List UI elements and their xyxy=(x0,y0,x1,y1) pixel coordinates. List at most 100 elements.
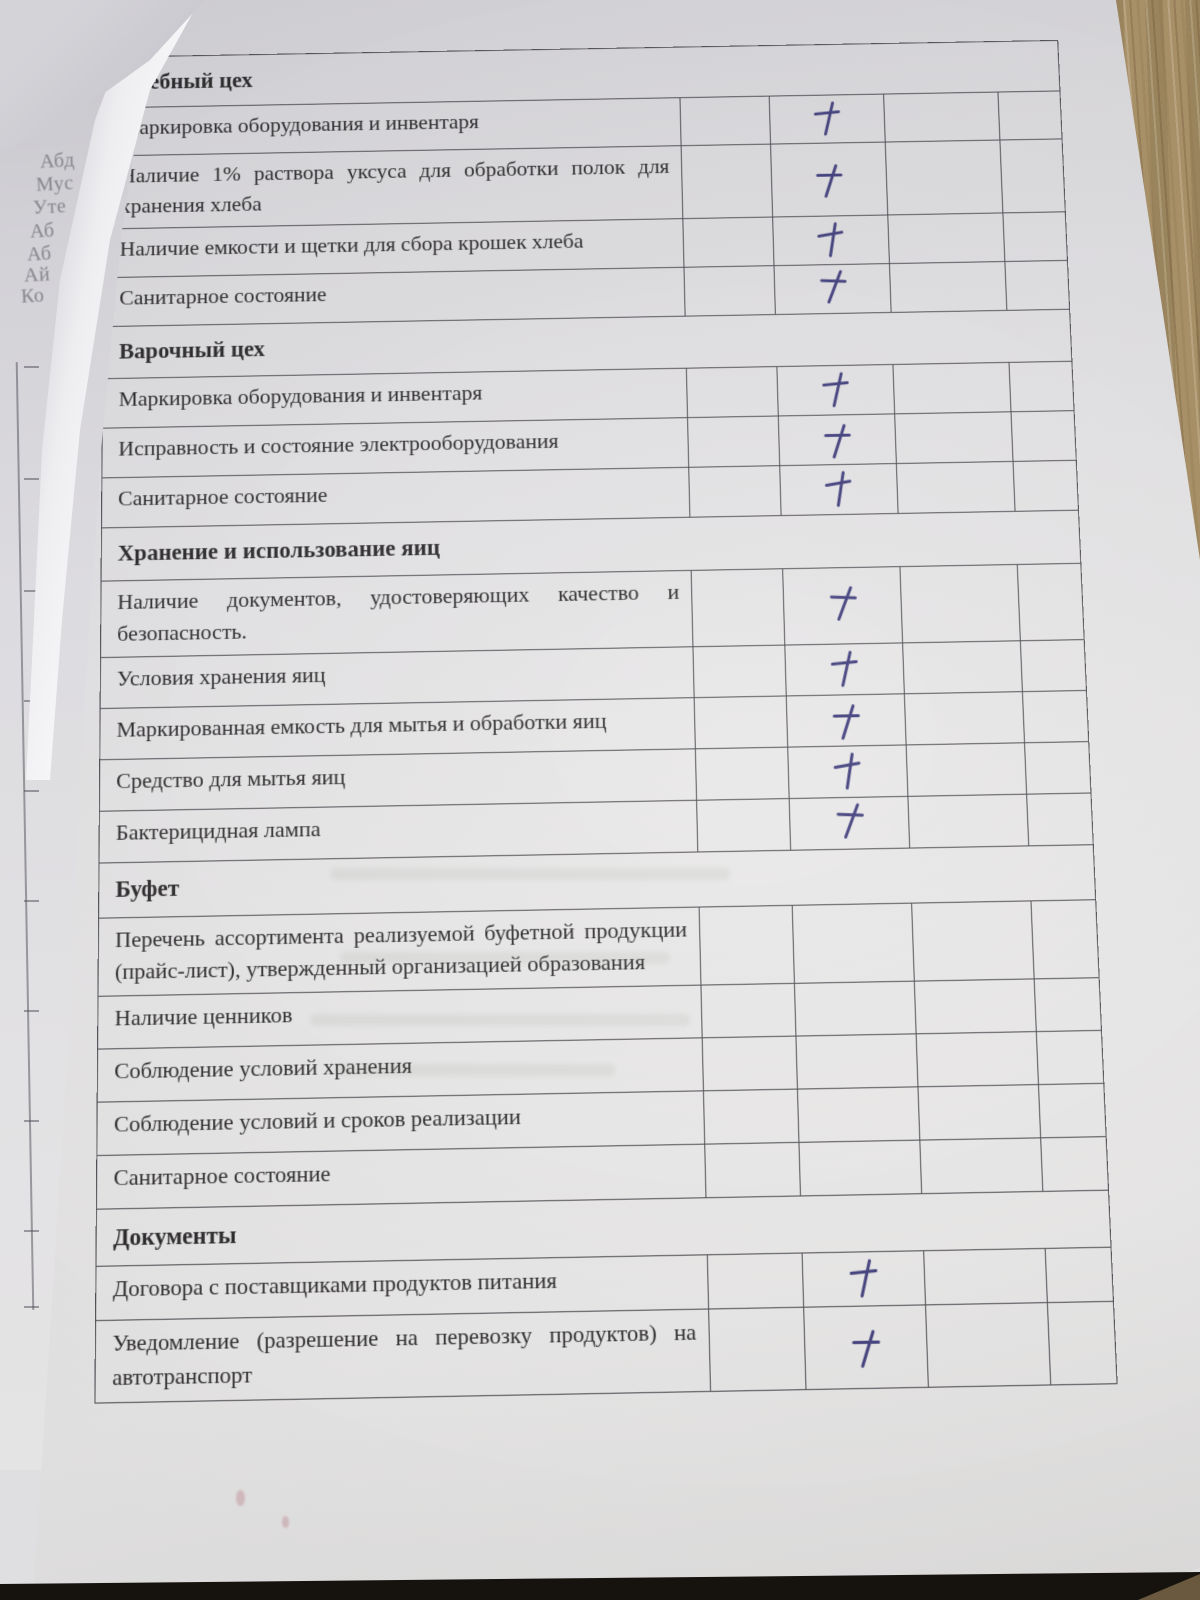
underlying-table-row-line xyxy=(24,790,39,792)
row-label: Наличие 1% раствора уксуса для обработки… xyxy=(104,146,682,228)
empty-cell xyxy=(1004,261,1069,310)
empty-cell xyxy=(902,641,1022,693)
check-cell xyxy=(784,643,904,695)
empty-cell xyxy=(1013,461,1078,511)
empty-cell xyxy=(892,363,1010,414)
empty-cell xyxy=(904,692,1024,744)
empty-cell xyxy=(906,743,1026,796)
empty-cell xyxy=(887,213,1004,263)
empty-cell xyxy=(894,412,1012,463)
empty-cell xyxy=(700,984,795,1037)
empty-cell xyxy=(1036,1031,1103,1084)
empty-cell xyxy=(1009,362,1074,412)
empty-cell xyxy=(1030,900,1098,979)
handwritten-check-mark xyxy=(831,749,865,794)
check-cell xyxy=(803,1306,928,1389)
empty-cell xyxy=(704,1143,800,1197)
empty-cell xyxy=(1002,212,1067,261)
empty-cell xyxy=(896,462,1015,513)
handwritten-check-mark xyxy=(814,219,847,261)
empty-cell xyxy=(1022,691,1088,742)
check-cell xyxy=(802,1252,925,1307)
check-cell xyxy=(782,567,902,644)
empty-cell xyxy=(1034,979,1101,1032)
row-label: Наличие документов, удостоверяющих качес… xyxy=(101,571,692,657)
empty-cell xyxy=(688,466,780,517)
empty-cell xyxy=(907,794,1028,847)
empty-cell xyxy=(889,262,1006,312)
handwritten-check-mark xyxy=(848,1257,880,1302)
check-cell xyxy=(778,414,896,465)
empty-cell xyxy=(1017,564,1084,640)
handwritten-check-mark xyxy=(813,160,845,202)
empty-cell xyxy=(1045,1248,1113,1302)
check-cell xyxy=(797,1088,919,1143)
empty-cell xyxy=(1040,1138,1108,1192)
empty-cell xyxy=(1020,640,1086,691)
check-cell xyxy=(770,143,887,217)
underlying-table-row-line xyxy=(24,1306,39,1308)
check-cell xyxy=(774,264,891,314)
empty-cell xyxy=(1024,742,1090,794)
empty-cell xyxy=(1026,793,1093,845)
empty-cell xyxy=(911,901,1034,981)
handwritten-check-mark xyxy=(821,420,853,463)
empty-cell xyxy=(707,1254,803,1309)
handwritten-check-mark xyxy=(849,1326,882,1373)
underlying-table-row-line xyxy=(24,900,39,902)
text-fragment: Мус xyxy=(35,172,74,197)
handwritten-check-mark xyxy=(826,581,860,626)
check-cell xyxy=(772,215,889,265)
handwritten-check-mark xyxy=(832,798,867,844)
empty-cell xyxy=(692,645,785,697)
empty-cell xyxy=(681,145,772,218)
empty-cell xyxy=(885,140,1003,214)
empty-cell xyxy=(1047,1302,1117,1384)
empty-cell xyxy=(923,1249,1047,1304)
text-fragment: Абд xyxy=(39,149,75,174)
handwritten-check-mark xyxy=(816,265,850,308)
underlying-table-row-line xyxy=(24,1010,39,1012)
checklist-table: Хлебный цех Маркировка оборудования и инв… xyxy=(94,40,1117,1404)
underlying-table-row-line xyxy=(24,1120,39,1122)
check-cell xyxy=(792,903,914,983)
empty-cell xyxy=(1038,1084,1106,1137)
check-cell xyxy=(769,95,885,144)
empty-cell xyxy=(699,905,794,985)
empty-cell xyxy=(899,565,1019,642)
empty-cell xyxy=(696,799,790,851)
check-cell xyxy=(798,1141,921,1196)
underlying-table-row-line xyxy=(24,1230,39,1232)
check-cell xyxy=(776,365,894,416)
check-cell xyxy=(789,796,909,849)
empty-cell xyxy=(917,1085,1040,1139)
empty-cell xyxy=(680,97,771,146)
empty-cell xyxy=(683,266,774,316)
row-label: Перечень ассортимента реализуемой буфетн… xyxy=(98,907,700,996)
empty-cell xyxy=(1011,411,1076,461)
underlying-table-border xyxy=(16,362,35,1310)
document-page: Хлебный цех Маркировка оборудования и инв… xyxy=(0,0,1200,1600)
check-cell xyxy=(787,745,907,798)
underlying-table-row-line xyxy=(24,366,39,368)
handwritten-check-mark xyxy=(829,648,860,690)
check-cell xyxy=(794,982,916,1036)
empty-cell xyxy=(682,217,773,266)
empty-cell xyxy=(687,416,779,466)
empty-cell xyxy=(702,1037,797,1091)
check-cell xyxy=(795,1035,917,1089)
empty-cell xyxy=(925,1304,1050,1387)
handwritten-check-mark xyxy=(830,700,862,744)
empty-cell xyxy=(999,139,1064,212)
empty-cell xyxy=(914,980,1036,1034)
handwritten-check-mark xyxy=(822,468,856,512)
text-fragment: Ко xyxy=(20,284,45,308)
photo-of-checklist-document: Абд Мус Уте Аб Аб Ай Ко Хлебный цех Маркировка … xyxy=(0,0,1200,1600)
empty-cell xyxy=(708,1308,805,1391)
empty-cell xyxy=(997,91,1061,139)
paper-stain xyxy=(236,1490,245,1506)
text-fragment: Уте xyxy=(32,195,66,220)
row-label: Уведомление (разрешение на перевозку про… xyxy=(95,1310,710,1403)
empty-cell xyxy=(695,747,789,799)
empty-cell xyxy=(691,569,785,646)
